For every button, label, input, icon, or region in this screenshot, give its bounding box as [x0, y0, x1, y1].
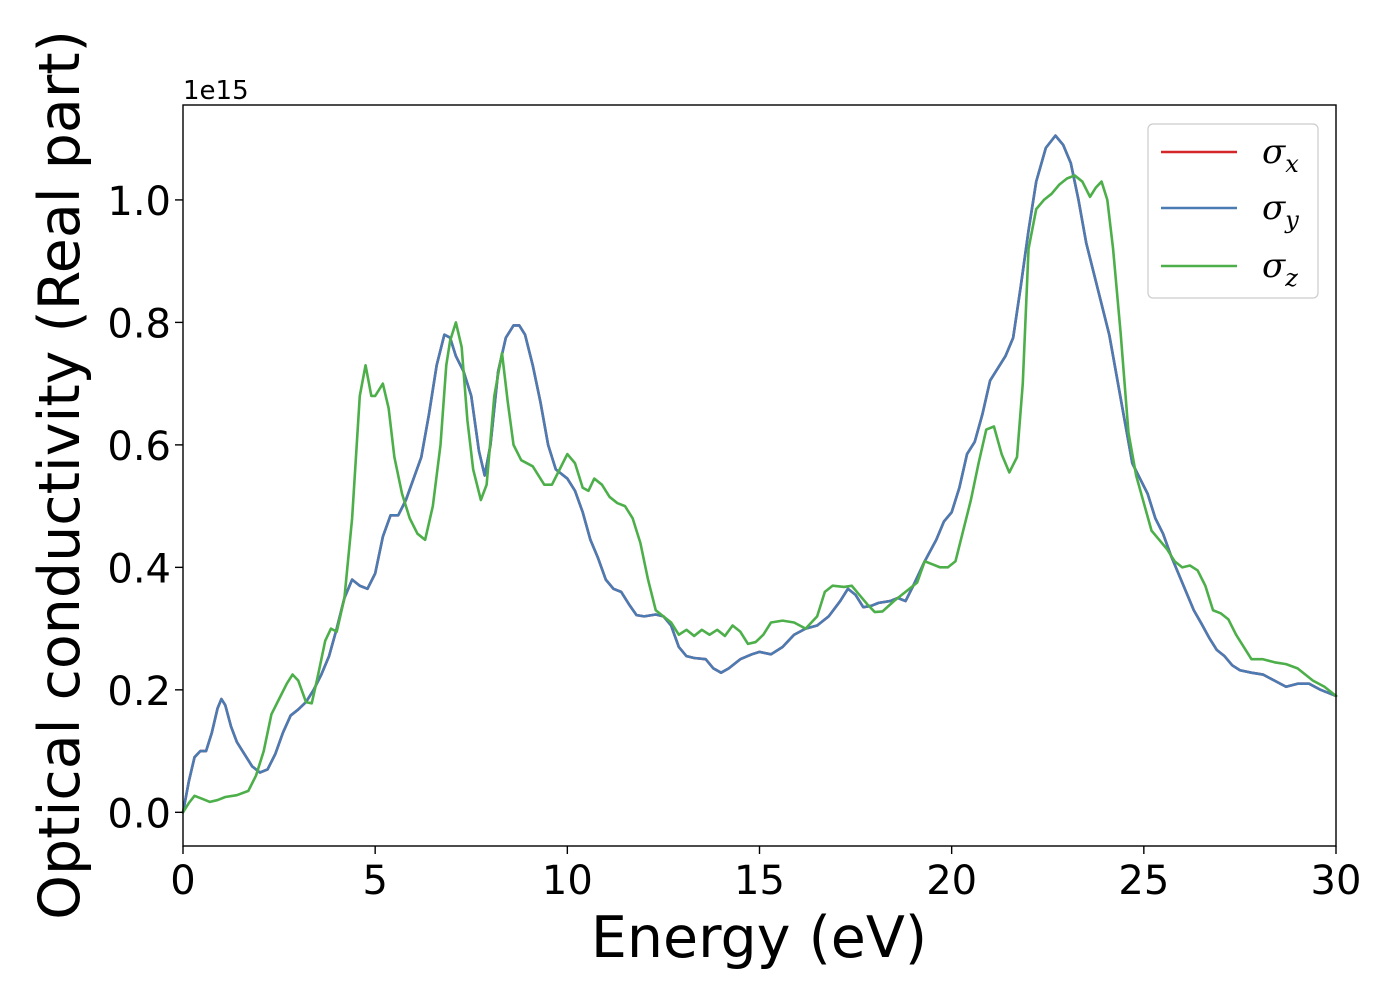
y-tick-label: 1.0: [107, 179, 171, 225]
y-offset-label: 1e15: [183, 76, 249, 106]
legend-entries: σx σy σz: [1161, 132, 1299, 292]
x-axis-title: Energy (eV): [591, 905, 927, 971]
x-tick-label: 0: [170, 858, 195, 904]
y-tick-label: 0.8: [107, 301, 171, 347]
y-axis-title: Optical conductivity (Real part): [27, 30, 93, 920]
legend-label-z: σz: [1262, 246, 1298, 292]
x-tick-label: 5: [362, 858, 387, 904]
plot-area-background: [183, 105, 1336, 846]
x-tick-label: 15: [734, 858, 785, 904]
legend-label-y: σy: [1262, 188, 1299, 234]
legend: σx σy σz: [1147, 123, 1319, 299]
x-tick-label: 30: [1311, 858, 1362, 904]
y-tick-label: 0.2: [107, 669, 171, 715]
series-layer: [181, 134, 1338, 814]
legend-label-x: σx: [1262, 132, 1299, 178]
x-tick-label: 20: [926, 858, 977, 904]
y-axis-ticks: 0.0 0.2 0.4 0.6 0.8 1.0: [107, 179, 183, 837]
x-tick-label: 25: [1118, 858, 1169, 904]
series-line-z: [181, 174, 1338, 814]
x-axis-ticks: 0 5 10 15 20 25 30: [170, 846, 1361, 904]
y-tick-label: 0.6: [107, 424, 171, 470]
y-tick-label: 0.0: [107, 791, 171, 837]
y-tick-label: 0.4: [107, 546, 171, 592]
legend-frame: [1147, 123, 1319, 299]
x-tick-label: 10: [542, 858, 593, 904]
